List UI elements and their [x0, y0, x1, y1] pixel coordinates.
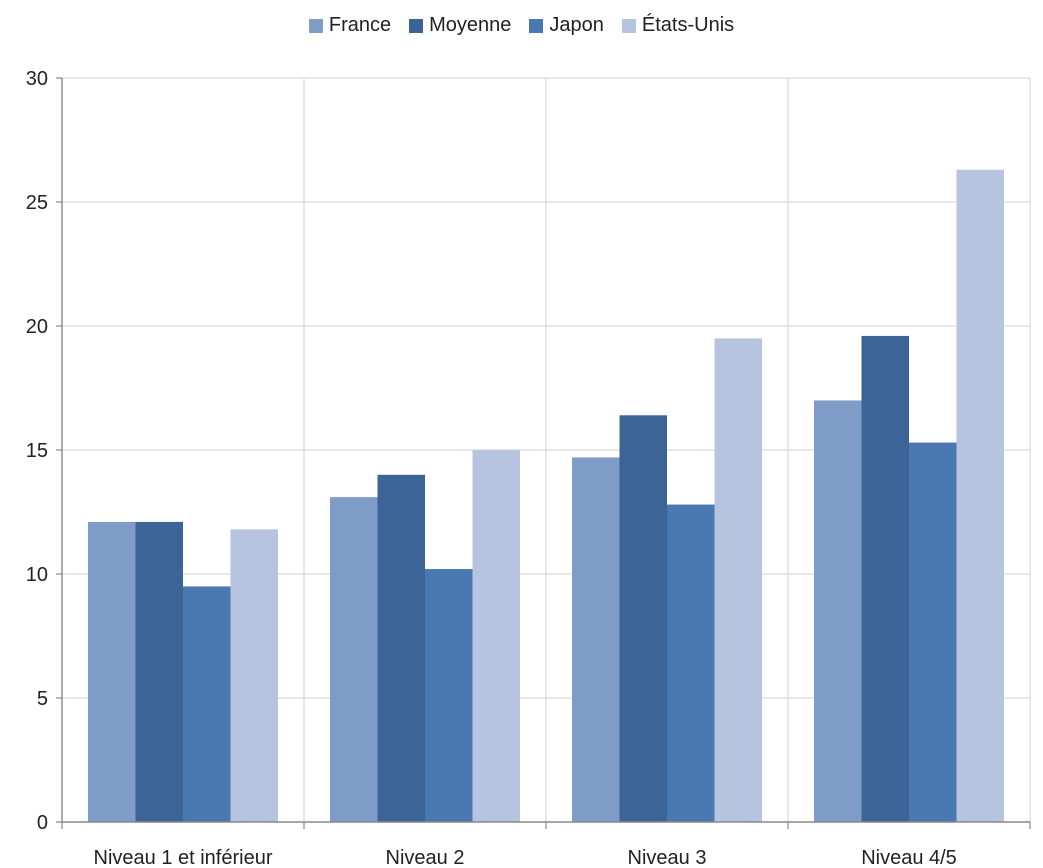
legend-swatch: [529, 18, 544, 33]
axes: [56, 77, 1031, 829]
bar: [377, 474, 425, 822]
bar: [861, 335, 909, 822]
legend-item: États-Unis: [621, 14, 735, 37]
legend-label: Japon: [549, 14, 604, 36]
y-axis-tick-labels: 0 5 10 15 20 25 30: [26, 68, 48, 834]
bar: [909, 442, 957, 822]
x-tick-label: Niveau 1 et inférieur: [94, 847, 273, 868]
legend-label: Moyenne: [429, 14, 512, 36]
x-tick-label: Niveau 4/5: [861, 847, 957, 868]
y-tick-label: 30: [26, 68, 48, 90]
bar: [667, 504, 715, 822]
legend-item: France: [308, 14, 392, 37]
bar: [619, 415, 667, 822]
y-tick-label: 5: [37, 688, 48, 710]
x-tick-label: Niveau 3: [628, 847, 707, 868]
bar: [956, 169, 1004, 822]
y-tick-label: 20: [26, 316, 48, 338]
bars: [88, 169, 1004, 822]
legend-label: France: [328, 14, 392, 36]
bar: [714, 338, 762, 822]
bar: [572, 457, 620, 822]
legend-item: Moyenne: [409, 14, 511, 37]
chart-legend: France Moyenne Japon États-Unis: [0, 14, 1043, 37]
bar: [425, 569, 473, 822]
x-axis-tick-labels: Niveau 1 et inférieur Niveau 2 Niveau 3 Niv…: [94, 847, 957, 868]
bar: [135, 521, 183, 822]
y-tick-label: 25: [26, 192, 48, 214]
y-tick-label: 0: [37, 812, 48, 834]
y-tick-label: 15: [26, 440, 48, 462]
legend-item: Japon: [529, 14, 604, 37]
bar: [330, 497, 378, 822]
bar: [183, 586, 231, 822]
legend-swatch: [409, 18, 424, 33]
bar: [230, 529, 278, 822]
y-tick-label: 10: [26, 564, 48, 586]
legend-swatch: [308, 18, 323, 33]
legend-label: États-Unis: [641, 14, 735, 36]
bar: [814, 400, 862, 822]
x-tick-label: Niveau 2: [386, 847, 465, 868]
bar: [472, 450, 520, 822]
legend-swatch: [621, 18, 636, 33]
bar: [88, 521, 136, 822]
